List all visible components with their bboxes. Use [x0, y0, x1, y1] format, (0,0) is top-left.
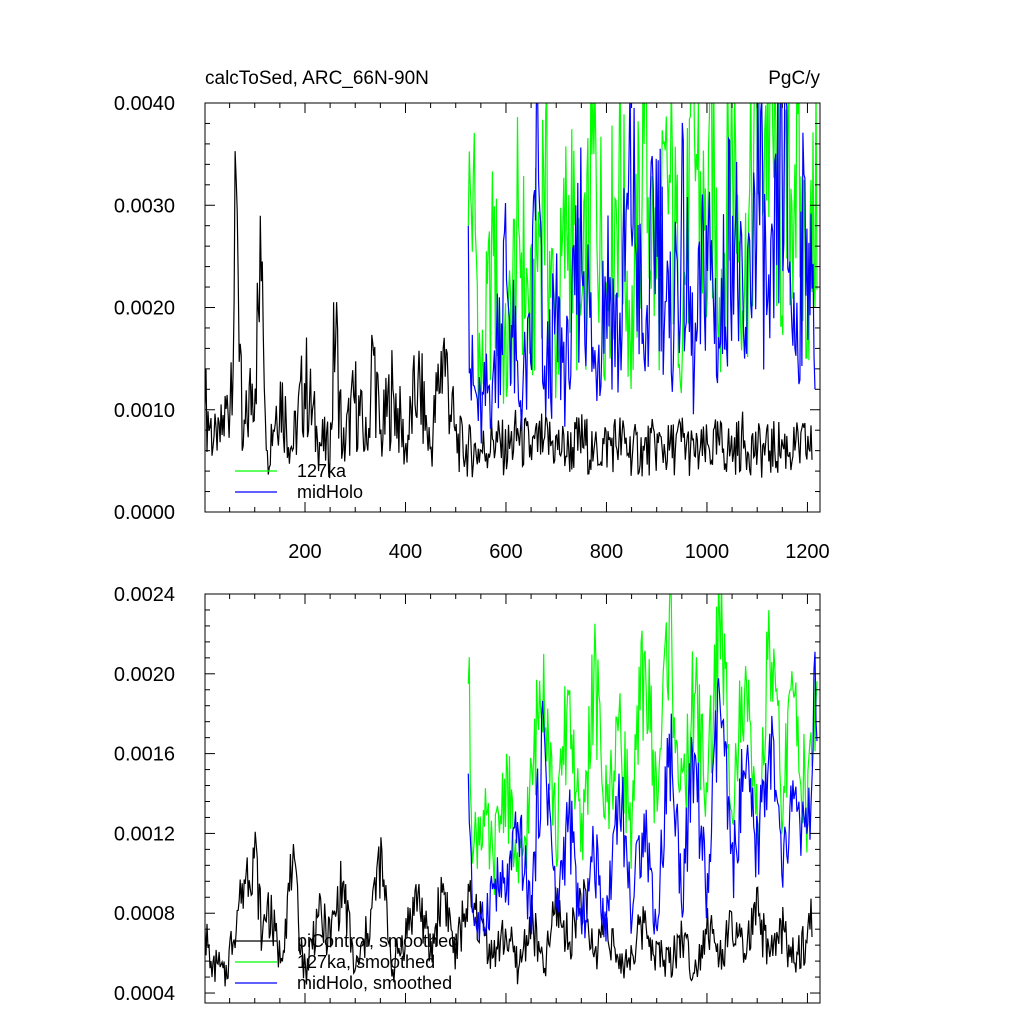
x-tick-label: 600	[489, 541, 522, 563]
x-tick-label: 400	[389, 541, 422, 563]
y-tick-label: 0.0008	[114, 903, 175, 925]
x-tick-label: 1200	[785, 541, 830, 563]
y-tick-label: 0.0010	[114, 400, 175, 422]
y-tick-label: 0.0040	[114, 93, 175, 115]
legend-label: 127ka, smoothed	[297, 952, 435, 972]
y-tick-label: 0.0004	[114, 983, 175, 1005]
y-tick-label: 0.0012	[114, 823, 175, 845]
plot-frame	[204, 593, 821, 1004]
y-tick-label: 0.0016	[114, 744, 175, 766]
y-tick-label: 0.0024	[114, 584, 175, 606]
series-line-picontrol-smoothed	[205, 831, 813, 987]
series-line-picontrol	[205, 151, 813, 479]
chart-title: calcToSed, ARC_66N-90N	[205, 68, 429, 89]
legend-label: 127ka	[297, 461, 347, 481]
y-tick-label: 0.0020	[114, 298, 175, 320]
x-tick-label: 200	[288, 541, 321, 563]
y-tick-label: 0.0000	[114, 502, 175, 524]
x-tick-label: 1000	[685, 541, 730, 563]
legend-label: midHolo	[297, 482, 363, 502]
x-tick-label: 800	[590, 541, 623, 563]
series-line-midholo	[467, 103, 816, 444]
series-line-midholo-smoothed	[467, 651, 818, 942]
top-panel: 0.0000 0.0010 0.0020 0.0030 0.0040 200 400 600 8…	[114, 93, 830, 563]
units-label: PgC/y	[768, 68, 820, 89]
y-tick-label: 0.0030	[114, 195, 175, 217]
legend-label: piControl, smoothed	[297, 931, 458, 951]
legend-label: midHolo, smoothed	[297, 973, 452, 993]
y-tick-label: 0.0020	[114, 664, 175, 686]
bottom-panel: 0.0004 0.0008 0.0012 0.0016 0.0020 0.0024 piCo…	[114, 584, 821, 1005]
